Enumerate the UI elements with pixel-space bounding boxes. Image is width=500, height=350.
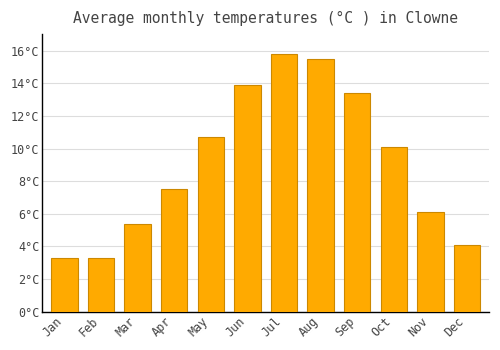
Title: Average monthly temperatures (°C ) in Clowne: Average monthly temperatures (°C ) in Cl… [73, 11, 458, 26]
Bar [234, 85, 260, 312]
Bar [308, 59, 334, 312]
Bar [271, 54, 297, 312]
Bar [161, 189, 188, 312]
Bar [344, 93, 370, 312]
Bar [417, 212, 444, 312]
Bar [198, 137, 224, 312]
Bar [88, 258, 114, 312]
Bar [454, 245, 480, 312]
Bar [124, 224, 150, 312]
Bar [51, 258, 78, 312]
Bar [380, 147, 407, 312]
